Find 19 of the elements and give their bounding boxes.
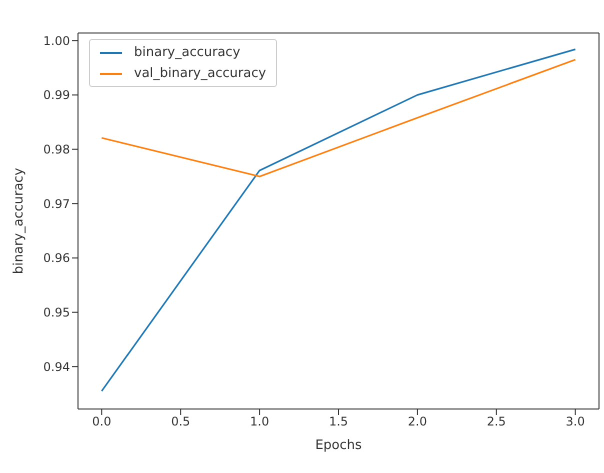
line-series bbox=[100, 58, 576, 178]
y-axis-title: binary_accuracy bbox=[12, 168, 27, 274]
x-tick-label: 2.0 bbox=[408, 414, 427, 429]
x-tick-label: 1.5 bbox=[328, 414, 348, 429]
y-tick-label: 0.96 bbox=[43, 251, 70, 266]
x-axis-title: Epochs bbox=[315, 438, 362, 453]
legend-label: binary_accuracy bbox=[134, 44, 240, 62]
y-tick-label: 0.94 bbox=[43, 360, 70, 374]
y-tick-label: 0.95 bbox=[43, 306, 70, 320]
x-tick-label: 3.0 bbox=[566, 414, 585, 429]
y-tick-label: 0.99 bbox=[43, 88, 70, 102]
x-tick-label: 0.0 bbox=[92, 414, 112, 429]
x-tick-label: 1.0 bbox=[250, 414, 270, 429]
legend-label: val_binary_accuracy bbox=[134, 65, 266, 83]
y-tick-label: 1.00 bbox=[43, 34, 70, 48]
y-tick-label: 0.98 bbox=[43, 142, 70, 157]
x-tick-label: 2.5 bbox=[486, 414, 506, 429]
y-tick-label: 0.97 bbox=[43, 196, 70, 211]
x-tick-label: 0.5 bbox=[171, 414, 190, 429]
